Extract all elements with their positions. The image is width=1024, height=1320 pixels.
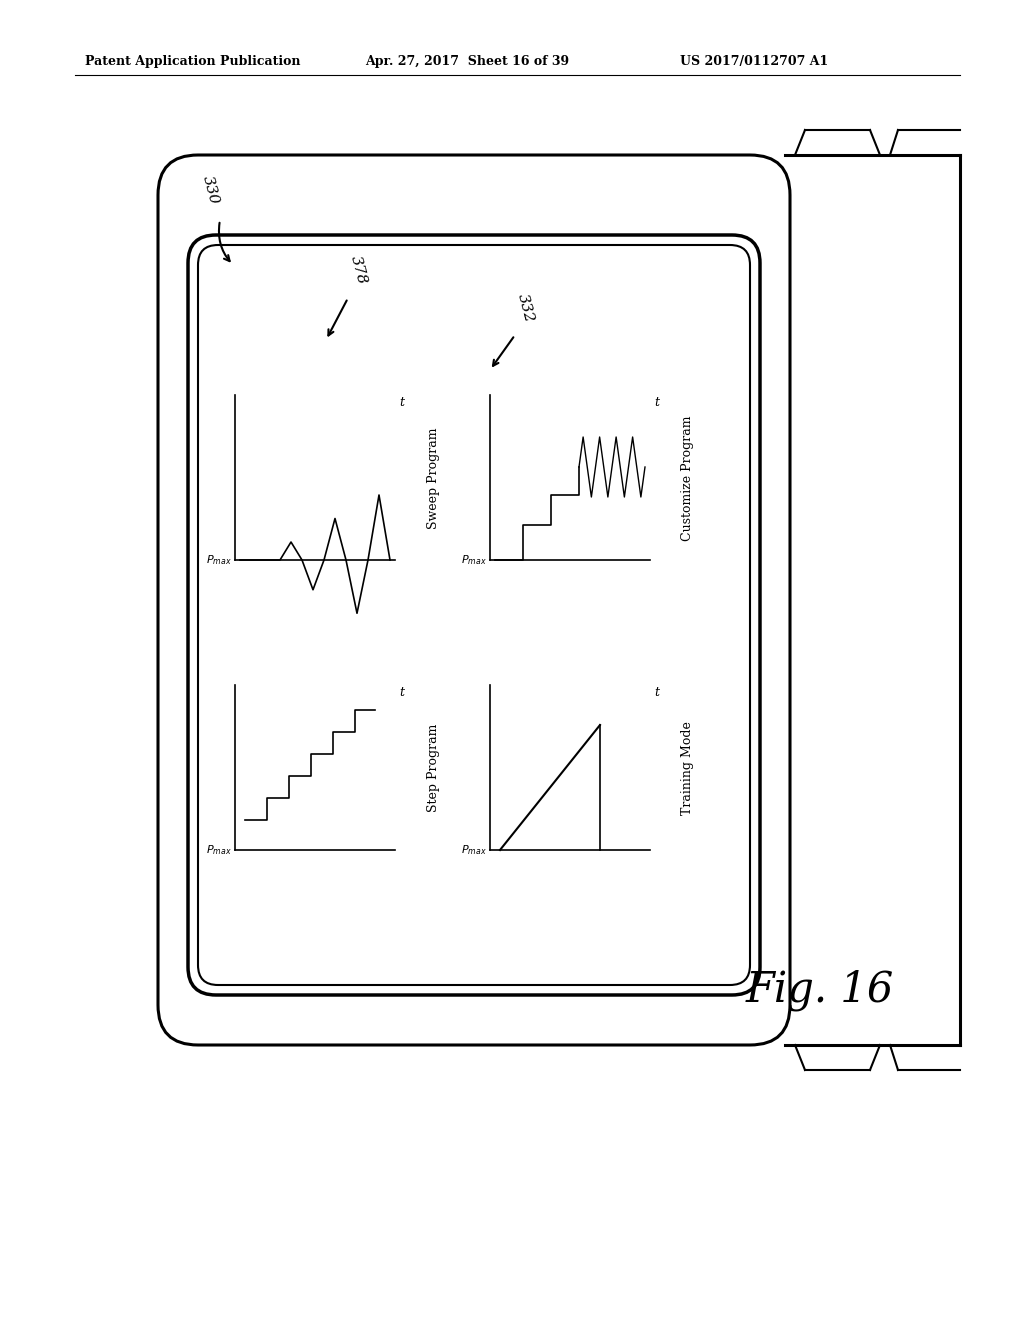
Text: Fig. 16: Fig. 16 (745, 969, 894, 1011)
Text: $P_{max}$: $P_{max}$ (461, 843, 487, 857)
Text: t: t (654, 396, 659, 409)
Text: Training Mode: Training Mode (682, 721, 694, 814)
Text: 330: 330 (200, 174, 220, 206)
Text: t: t (399, 686, 404, 700)
Text: 378: 378 (347, 253, 369, 286)
Bar (750, 154, 961, 1045)
Text: $P_{max}$: $P_{max}$ (461, 553, 487, 566)
Text: 332: 332 (514, 292, 536, 323)
Text: Step Program: Step Program (427, 723, 439, 812)
Text: t: t (399, 396, 404, 409)
Text: US 2017/0112707 A1: US 2017/0112707 A1 (680, 55, 828, 69)
FancyBboxPatch shape (158, 154, 790, 1045)
Text: Customize Program: Customize Program (682, 416, 694, 541)
Text: $P_{max}$: $P_{max}$ (206, 843, 232, 857)
FancyBboxPatch shape (198, 246, 750, 985)
Text: Sweep Program: Sweep Program (427, 428, 439, 529)
Text: t: t (654, 686, 659, 700)
Text: Patent Application Publication: Patent Application Publication (85, 55, 300, 69)
Text: $P_{max}$: $P_{max}$ (206, 553, 232, 566)
FancyBboxPatch shape (188, 235, 760, 995)
Text: Apr. 27, 2017  Sheet 16 of 39: Apr. 27, 2017 Sheet 16 of 39 (365, 55, 569, 69)
